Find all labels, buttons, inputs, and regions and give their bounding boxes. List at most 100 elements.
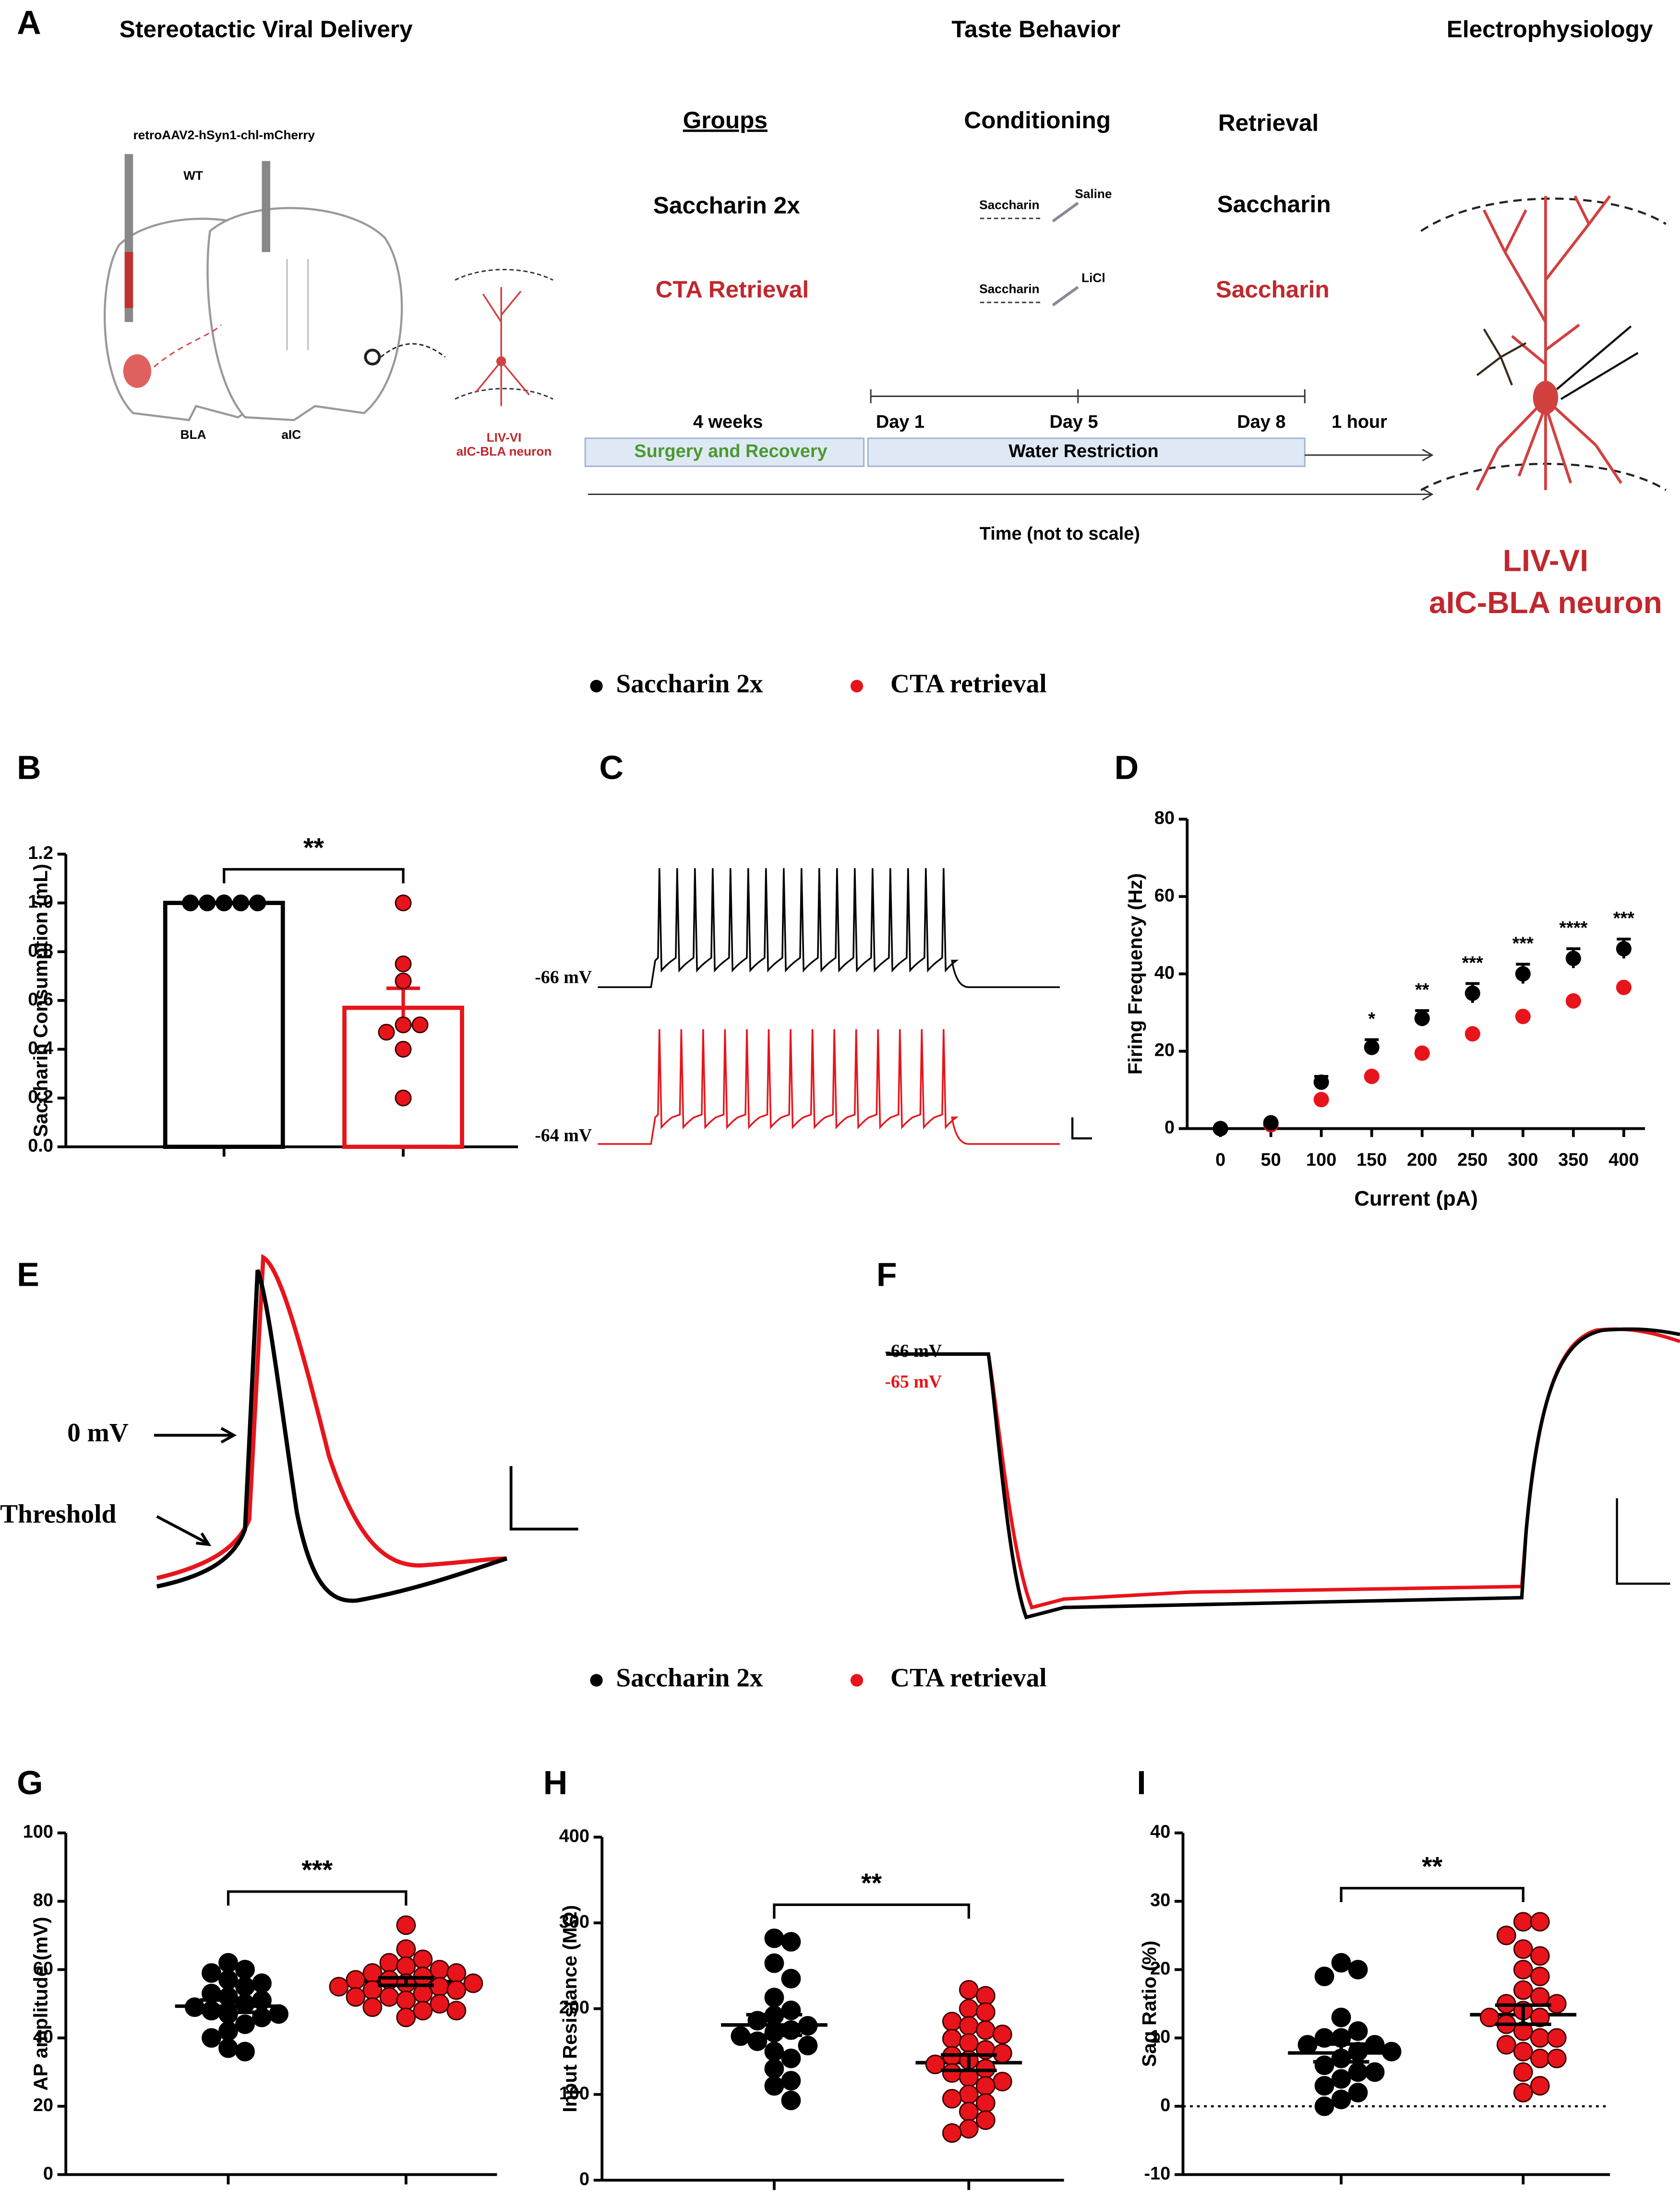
- brain-section: [206, 207, 403, 422]
- significance: ****: [1559, 918, 1587, 938]
- data-point: [1263, 1115, 1279, 1131]
- data-point: [269, 2004, 288, 2024]
- data-point: [1212, 1121, 1228, 1136]
- data-point: [1530, 1967, 1550, 1987]
- duration: 4 weeks: [693, 412, 763, 432]
- trace-label: Threshold: [0, 1499, 116, 1528]
- data-point: [1547, 2048, 1567, 2068]
- data-point: [1331, 2007, 1351, 2028]
- legend-label: CTA retrieval: [890, 1663, 1047, 1692]
- timeline: [584, 202, 1434, 501]
- data-point: [942, 2012, 962, 2031]
- data-point: [395, 1040, 412, 1058]
- spike-trace: [598, 1029, 1060, 1145]
- data-point: [959, 2101, 979, 2122]
- neuron-label: LIV-VI: [1503, 543, 1588, 578]
- data-point: [942, 2063, 962, 2083]
- y-tick-label: 1.0: [28, 892, 53, 912]
- region-label: aIC: [281, 427, 301, 442]
- y-tick-label: 60: [33, 1958, 53, 1979]
- y-tick-label: 0.2: [28, 1087, 53, 1107]
- us-label: Saline: [1075, 186, 1112, 201]
- data-point: [1414, 1011, 1430, 1026]
- data-point: [992, 2072, 1012, 2091]
- data-point: [1513, 2041, 1533, 2062]
- data-point: [411, 1016, 429, 1034]
- cs-label: Saccharin: [979, 282, 1039, 296]
- y-tick-label: 30: [1150, 1890, 1170, 1910]
- data-point: [218, 1970, 238, 1990]
- y-axis-label: Firing Frequency (Hz): [1124, 873, 1146, 1075]
- data-point: [235, 2041, 255, 2062]
- panel-label: I: [1137, 1764, 1146, 1801]
- data-point: [1464, 985, 1480, 1001]
- virus-label: retroAAV2-hSyn1-chl-mCherry: [133, 128, 315, 142]
- error-bar: [746, 2013, 803, 2037]
- data-point: [975, 2020, 996, 2040]
- legend: Saccharin 2x CTA retrieval Saccharin 2x …: [590, 669, 1047, 1692]
- us-label: LiCl: [1081, 270, 1105, 285]
- data-point: [379, 1953, 399, 1973]
- data-point: [446, 1963, 467, 1983]
- data-point: [1314, 2055, 1334, 2076]
- data-point: [1348, 2062, 1368, 2082]
- data-point: [218, 1953, 238, 1973]
- data-point: [975, 1986, 996, 2006]
- projection-arrow: [153, 324, 222, 368]
- y-tick-label: 80: [1154, 808, 1175, 828]
- significance-bracket: [773, 1903, 970, 1919]
- y-tick-label: 20: [1150, 1958, 1170, 1979]
- data-point: [1530, 1912, 1550, 1932]
- data-point: [1314, 1967, 1334, 1987]
- neuron-soma: [496, 356, 506, 366]
- data-point: [1364, 1068, 1380, 1084]
- group-name: Saccharin 2x: [653, 192, 800, 219]
- scale-bar: [1071, 1117, 1092, 1140]
- data-point: [395, 894, 412, 912]
- data-point: [463, 1973, 483, 1993]
- data-point: [430, 1959, 450, 1980]
- axis-label: Time (not to scale): [980, 524, 1140, 544]
- data-point: [1464, 1026, 1480, 1042]
- y-tick-label: 20: [1154, 1040, 1175, 1061]
- data-point: [781, 1931, 801, 1952]
- data-point: [232, 894, 250, 912]
- day-label: Day 8: [1237, 412, 1285, 432]
- x-tick-label: 0: [1215, 1150, 1225, 1170]
- data-point: [1530, 2048, 1550, 2068]
- error-bar: [1495, 2003, 1551, 2026]
- data-point: [249, 894, 266, 912]
- voltage-label: -65 mV: [885, 1372, 942, 1392]
- heading: Stereotactic Viral Delivery: [120, 15, 413, 42]
- data-point: [1530, 1946, 1550, 1966]
- data-point: [1414, 1045, 1430, 1061]
- y-tick-label: 60: [1154, 885, 1175, 905]
- phase-box: [584, 437, 865, 467]
- data-point: [942, 2123, 962, 2143]
- significance: **: [1415, 980, 1429, 1000]
- recording-site: [364, 349, 381, 366]
- data-point: [798, 2016, 818, 2036]
- data-point: [379, 1987, 399, 2007]
- legend-marker: [850, 679, 864, 693]
- data-point: [1381, 2041, 1402, 2062]
- data-point: [1314, 2076, 1334, 2096]
- data-point: [959, 2084, 979, 2104]
- data-point: [959, 2016, 979, 2036]
- strain-label: WT: [183, 168, 203, 182]
- panel-label: C: [599, 749, 624, 786]
- data-point: [1565, 993, 1581, 1009]
- y-tick-label: 40: [33, 2027, 53, 2047]
- legend-marker: [590, 679, 603, 693]
- legend-marker: [590, 1674, 603, 1687]
- data-point: [346, 1987, 366, 2007]
- day-label: Day 5: [1049, 412, 1098, 432]
- y-tick-label: 10: [1150, 2027, 1170, 2047]
- heading: Electrophysiology: [1447, 15, 1653, 42]
- data-point: [781, 1968, 801, 1989]
- group-name: CTA Retrieval: [656, 276, 809, 303]
- error-bar: [940, 2053, 997, 2072]
- data-point: [1348, 1959, 1368, 1980]
- voltage-trace: [886, 1327, 1680, 1619]
- data-point: [781, 2071, 801, 2091]
